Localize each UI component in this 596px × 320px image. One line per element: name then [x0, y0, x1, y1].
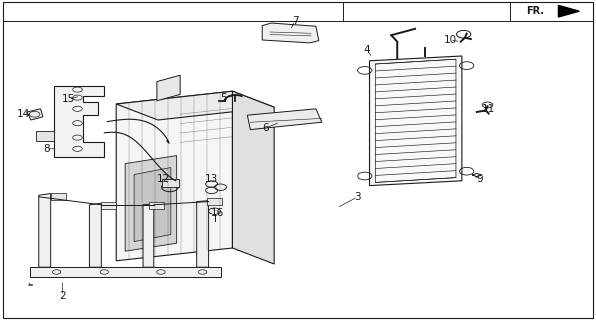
Polygon shape [54, 86, 104, 157]
Polygon shape [143, 204, 154, 267]
Polygon shape [247, 109, 322, 130]
Text: 9: 9 [476, 174, 483, 184]
Polygon shape [197, 201, 209, 267]
Polygon shape [116, 91, 232, 261]
Polygon shape [27, 109, 43, 120]
Text: FR.: FR. [526, 6, 544, 16]
Polygon shape [134, 168, 171, 242]
Polygon shape [149, 202, 164, 209]
Polygon shape [207, 198, 222, 205]
Text: 14: 14 [17, 108, 30, 119]
Polygon shape [30, 267, 221, 277]
Text: 4: 4 [363, 44, 370, 55]
Polygon shape [262, 23, 319, 43]
Polygon shape [36, 131, 54, 141]
Polygon shape [51, 193, 66, 200]
Text: 12: 12 [157, 174, 170, 184]
Text: 10: 10 [443, 35, 457, 45]
Polygon shape [232, 91, 274, 264]
Text: 8: 8 [43, 144, 50, 154]
Text: 6: 6 [262, 123, 269, 133]
Text: 2: 2 [59, 291, 66, 301]
Text: 16: 16 [211, 208, 224, 218]
Text: 3: 3 [354, 192, 361, 202]
Text: 13: 13 [205, 174, 218, 184]
Polygon shape [101, 202, 116, 209]
Polygon shape [162, 179, 179, 187]
Polygon shape [125, 156, 176, 251]
Polygon shape [558, 5, 579, 17]
Text: 11: 11 [482, 104, 495, 114]
Polygon shape [89, 203, 101, 267]
Text: 15: 15 [62, 94, 75, 104]
Polygon shape [157, 75, 180, 101]
Polygon shape [116, 91, 274, 120]
Polygon shape [39, 194, 51, 267]
Text: 7: 7 [291, 16, 299, 26]
Polygon shape [370, 56, 462, 186]
Text: 5: 5 [220, 92, 227, 103]
